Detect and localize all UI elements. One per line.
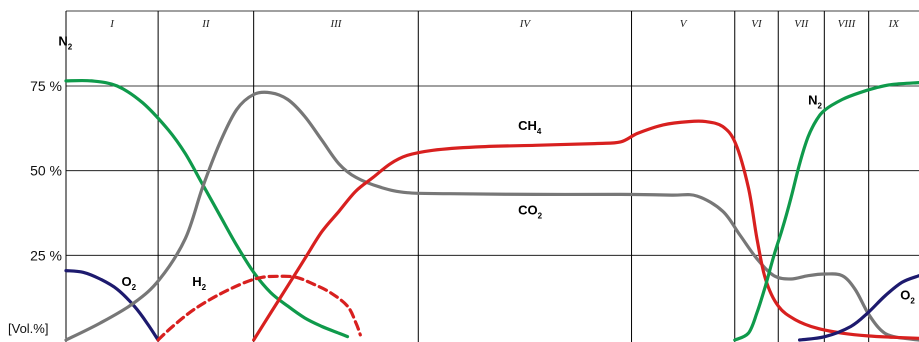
series-label-main: O <box>900 287 910 302</box>
phase-label-VI: VI <box>751 18 763 30</box>
series-line-n2_b <box>733 81 919 342</box>
y-tick-label-50: 50 % <box>30 163 62 179</box>
y-axis-unit-label: [Vol.%] <box>8 321 48 336</box>
y-tick-label-75: 75 % <box>30 78 62 94</box>
series-line-n2_a <box>64 78 350 339</box>
phase-label-III: III <box>329 18 342 30</box>
phase-label-VII: VII <box>794 18 809 30</box>
phase-label-IX: IX <box>888 18 901 30</box>
y-tick-label-25: 25 % <box>30 247 62 263</box>
series-label-main: CH <box>518 118 537 133</box>
series-line-ch4 <box>252 119 919 342</box>
series-label-subscript: 2 <box>538 212 543 221</box>
phase-label-I: I <box>109 18 115 30</box>
series-line-co2 <box>64 90 919 342</box>
series-line-o2_b <box>798 274 919 342</box>
phase-label-IV: IV <box>519 18 532 30</box>
series-curves <box>64 78 919 342</box>
series-label-main: H <box>192 274 201 289</box>
series-label-o2_a: O2 <box>121 274 136 292</box>
phase-label-V: V <box>680 18 688 30</box>
series-label-main: CO <box>518 203 538 218</box>
phase-labels: I II III IV V VI VII VIII IX <box>109 18 900 30</box>
series-label-ch4: CH4 <box>518 118 542 136</box>
y-axis: 25 % 50 % 75 % <box>30 78 62 263</box>
series-label-subscript: 2 <box>68 42 73 51</box>
series-label-h2: H2 <box>192 274 206 292</box>
series-label-main: N <box>58 33 67 48</box>
series-label-subscript: 2 <box>132 283 137 292</box>
series-label-main: O <box>121 274 131 289</box>
series-label-n2_a: N2 <box>58 33 72 51</box>
grid <box>65 10 919 342</box>
series-label-co2: CO2 <box>518 203 543 221</box>
series-line-o2_a <box>64 269 160 342</box>
series-label-subscript: 4 <box>537 127 542 136</box>
series-label-subscript: 2 <box>818 102 823 111</box>
series-line-h2 <box>156 274 362 342</box>
series-label-n2_b: N2 <box>808 93 822 111</box>
series-label-o2_b: O2 <box>900 287 915 305</box>
series-label-main: N <box>808 93 817 108</box>
series-label-subscript: 2 <box>202 283 207 292</box>
series-label-subscript: 2 <box>910 296 915 305</box>
phase-label-II: II <box>201 18 211 30</box>
phase-label-VIII: VIII <box>838 18 857 30</box>
